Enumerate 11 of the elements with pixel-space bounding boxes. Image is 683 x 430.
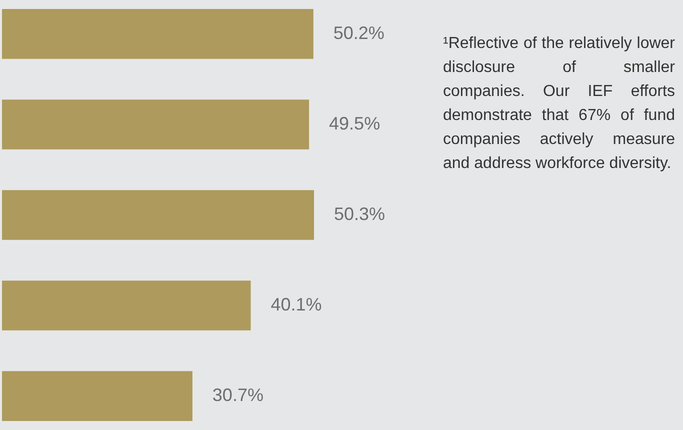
bar [2,280,251,330]
data-label: 50.2% [333,22,384,43]
bar [2,190,314,240]
bar [2,100,310,150]
data-label: 50.3% [334,204,386,224]
data-label: 40.1% [270,294,322,315]
bar [2,9,314,59]
bar [2,371,192,421]
data-label: 49.5% [329,113,380,134]
data-label: 30.7% [212,385,264,406]
text: ¹Reflective of the relatively lower disclosure of smaller companies. Our IEF efforts demonstrate that 67% of fund companies actively measure and address workforce diversity. [443,34,675,174]
